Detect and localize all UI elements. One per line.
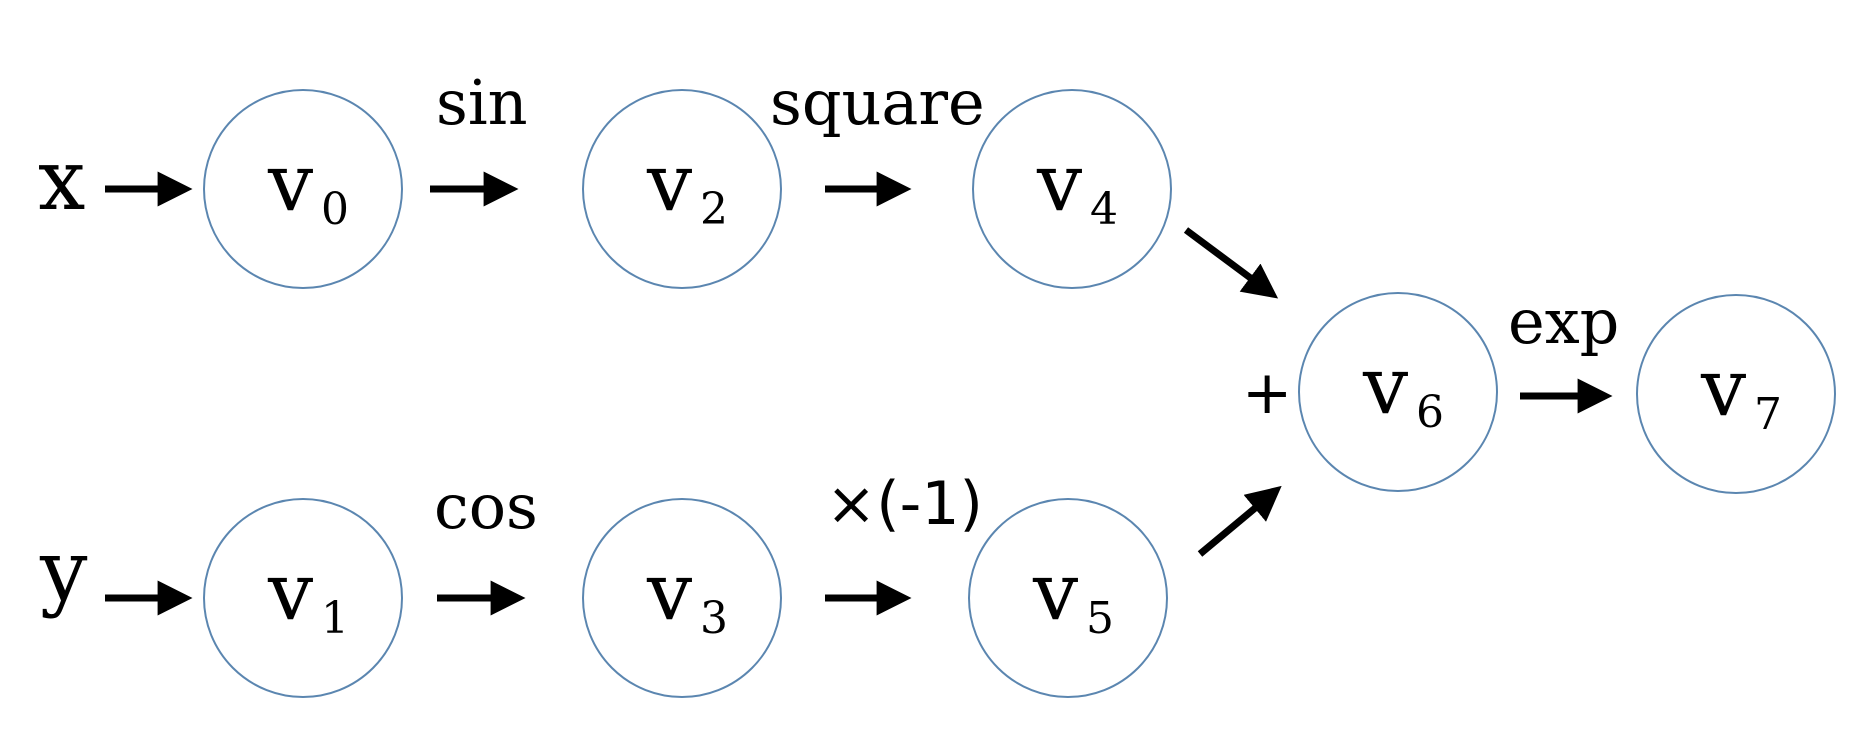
node-v6-index: 6 <box>1416 387 1444 438</box>
node-v2-circle <box>582 89 782 289</box>
arrow-v5-to-v6 <box>1197 485 1282 557</box>
node-v6-circle <box>1298 292 1498 492</box>
node-v1-letter: v <box>267 545 313 638</box>
node-v1: v 1 <box>203 498 403 698</box>
node-v3-letter: v <box>646 545 692 638</box>
node-v4-index: 4 <box>1090 184 1118 235</box>
node-v5-circle <box>968 498 1168 698</box>
node-v0-letter: v <box>267 136 313 229</box>
node-v4: v 4 <box>972 89 1172 289</box>
op-plus-label: + <box>1242 358 1292 428</box>
node-v6: v 6 <box>1298 292 1498 492</box>
node-v1-circle <box>203 498 403 698</box>
node-v4-letter: v <box>1036 136 1082 229</box>
node-v3: v 3 <box>582 498 782 698</box>
node-v3-circle <box>582 498 782 698</box>
arrow-v4-to-v6 <box>1183 227 1279 299</box>
node-v7-index: 7 <box>1754 389 1782 440</box>
node-v2-index: 2 <box>700 184 728 235</box>
node-v7-letter: v <box>1700 341 1746 434</box>
node-v7: v 7 <box>1636 294 1836 494</box>
node-v1-index: 1 <box>321 593 349 644</box>
node-v0-circle <box>203 89 403 289</box>
node-v5: v 5 <box>968 498 1168 698</box>
node-v0-index: 0 <box>321 184 349 235</box>
node-v6-letter: v <box>1362 339 1408 432</box>
node-v4-circle <box>972 89 1172 289</box>
op-sin-label: sin <box>436 66 528 139</box>
node-v0: v 0 <box>203 89 403 289</box>
node-v3-index: 3 <box>700 593 728 644</box>
input-y-label: y <box>39 522 88 620</box>
op-exp-label: exp <box>1508 285 1619 358</box>
input-x-label: x <box>38 131 85 229</box>
node-v5-letter: v <box>1032 545 1078 638</box>
op-negate-label: ×(-1) <box>826 469 983 539</box>
op-square-label: square <box>770 66 985 139</box>
node-v2: v 2 <box>582 89 782 289</box>
node-v7-circle <box>1636 294 1836 494</box>
node-v2-letter: v <box>646 136 692 229</box>
node-v5-index: 5 <box>1086 593 1114 644</box>
op-cos-label: cos <box>434 470 538 543</box>
